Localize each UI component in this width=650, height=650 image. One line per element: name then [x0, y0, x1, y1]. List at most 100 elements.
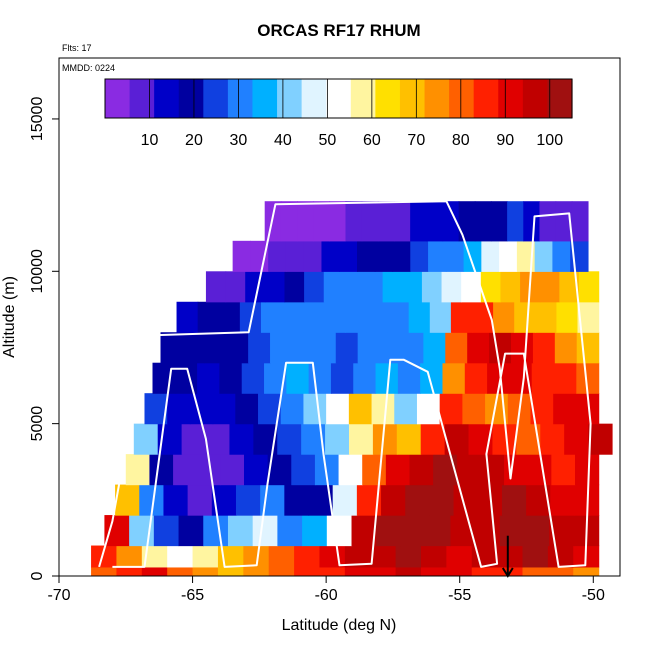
heatmap-cell: [507, 201, 524, 242]
heatmap-cell: [144, 393, 168, 425]
heatmap-cell: [442, 201, 460, 242]
heatmap-cell: [474, 201, 492, 242]
heatmap-cell: [91, 566, 118, 576]
heatmap-cell: [397, 362, 421, 394]
x-tick-label: -65: [181, 587, 204, 604]
heatmap-cell: [551, 454, 576, 486]
colorbar-tick-label: 10: [141, 132, 159, 149]
heatmap-cell: [576, 332, 600, 364]
heatmap-cell: [192, 566, 219, 576]
heatmap-cell: [402, 271, 423, 303]
heatmap-cell: [500, 271, 521, 303]
colorbar-swatch: [178, 79, 204, 118]
heatmap-cell: [456, 454, 482, 486]
colorbar-swatch: [399, 79, 426, 118]
heatmap-cell: [540, 423, 565, 455]
heatmap-cell: [243, 566, 270, 576]
heatmap-cell: [227, 515, 254, 547]
heatmap-cell: [239, 301, 262, 333]
heatmap-cell: [303, 393, 327, 425]
heatmap-cell: [235, 393, 259, 425]
heatmap-cell: [433, 454, 458, 486]
heatmap-cell: [588, 423, 613, 455]
heatmap-cell: [152, 362, 176, 394]
y-axis: 0 5000 10000 15000: [29, 97, 59, 580]
heatmap-cell: [141, 566, 168, 576]
heatmap-cell: [141, 545, 168, 568]
heatmap-cell: [280, 393, 305, 425]
heatmap-cell: [446, 545, 473, 568]
colorbar-tick-label: 90: [496, 132, 514, 149]
heatmap-cell: [243, 545, 270, 568]
colorbar-swatch: [326, 79, 352, 118]
heatmap-cell: [353, 362, 377, 394]
heatmap-cell: [475, 515, 501, 547]
heatmap-cell: [167, 566, 194, 576]
heatmap-cell: [410, 201, 427, 242]
heatmap-cell: [366, 301, 389, 333]
colorbar-tick-label: 60: [363, 132, 381, 149]
x-axis: -70 -65 -60 -55 -50: [47, 576, 605, 604]
heatmap-cell: [303, 240, 323, 272]
heatmap-cell: [370, 545, 397, 568]
heatmap-cell: [182, 332, 205, 364]
heatmap-cell: [564, 423, 589, 455]
heatmap-cell: [178, 515, 204, 547]
heatmap-cell: [324, 301, 346, 333]
colorbar-tick-label: 20: [185, 132, 203, 149]
heatmap-cell: [480, 271, 502, 303]
heatmap-cell: [416, 393, 441, 425]
heatmap-cell: [160, 332, 184, 364]
heatmap-cell: [264, 362, 287, 394]
heatmap-cell: [323, 271, 344, 303]
info-line-date: MMDD: 0224: [62, 63, 115, 73]
heatmap-cell: [481, 240, 500, 272]
heatmap-cell: [395, 545, 422, 568]
heatmap-cell: [297, 201, 314, 242]
heatmap-cell: [370, 566, 397, 576]
heatmap-cell: [499, 515, 526, 547]
heatmap-cell: [539, 271, 560, 303]
heatmap-cell: [385, 454, 411, 486]
heatmap-cell: [408, 301, 431, 333]
heatmap-cell: [282, 301, 304, 333]
heatmap-cell: [277, 515, 303, 547]
heatmap-cell: [381, 484, 406, 516]
heatmap-cell: [394, 201, 411, 242]
heatmap-cell: [426, 201, 444, 242]
heatmap-cell: [552, 240, 571, 272]
heatmap-cell: [530, 393, 554, 425]
heatmap-cell: [357, 240, 376, 272]
heatmap-cell: [392, 240, 411, 272]
heatmap-cell: [326, 393, 350, 425]
heatmap-cell: [524, 515, 550, 547]
heatmap-cell: [401, 332, 424, 364]
heatmap-cell: [511, 332, 534, 364]
heatmap-cell: [313, 332, 337, 364]
heatmap-cell: [220, 454, 245, 486]
heatmap-cell: [480, 454, 505, 486]
heatmap-cell: [471, 545, 498, 568]
colorbar-swatch: [105, 79, 131, 118]
heatmap-cell: [197, 362, 221, 394]
heatmap-cell: [554, 362, 577, 394]
heatmap-cell: [294, 545, 321, 568]
heatmap-cell: [285, 240, 305, 272]
heatmap-cell: [573, 566, 600, 576]
colorbar-swatch: [547, 79, 573, 118]
heatmap-cell: [304, 271, 325, 303]
heatmap-cell: [329, 201, 347, 242]
colorbar-swatch: [522, 79, 549, 118]
heatmap-cell: [374, 240, 394, 272]
heatmap-cell: [248, 332, 271, 364]
colorbar-swatch: [129, 79, 155, 118]
heatmap-cell: [429, 301, 452, 333]
heatmap-cell: [450, 301, 473, 333]
heatmap-cell: [575, 393, 600, 425]
heatmap-cell: [308, 362, 332, 394]
heatmap-cell: [550, 484, 576, 516]
heatmap-cell: [280, 201, 298, 242]
heatmap-cell: [523, 201, 541, 242]
heatmap-cell: [547, 545, 574, 568]
